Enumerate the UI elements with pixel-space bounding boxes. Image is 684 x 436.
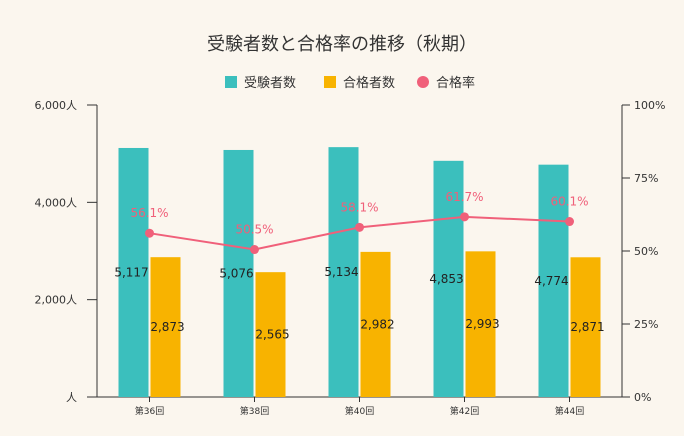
legend-label-2: 合格率: [436, 75, 475, 91]
bar-value-label: 4,774: [534, 274, 568, 288]
bar-applicants: [538, 164, 569, 397]
x-tick-label: 第44回: [555, 405, 584, 417]
bar-value-label: 2,565: [255, 328, 289, 342]
rate-value-label: 61.7%: [445, 190, 483, 204]
axes: 人 2,000人 4,000人 6,000人 0% 25% 50% 75% 100% 第36回 第3…: [35, 99, 666, 417]
rate-point: [355, 222, 364, 232]
legend-swatch-1: [324, 76, 336, 88]
legend-marker-2: [417, 76, 429, 88]
rate-point: [460, 212, 469, 222]
bar-passers: [360, 251, 391, 397]
y-right-tick-label: 0%: [634, 391, 651, 404]
x-tick-label: 第42回: [450, 405, 479, 417]
bars: [118, 147, 601, 397]
rate-point: [250, 245, 259, 255]
rate-value-label: 50.5%: [235, 223, 273, 237]
bar-value-label: 4,853: [429, 272, 463, 286]
bar-value-label: 2,982: [360, 317, 394, 331]
rate-line: [149, 215, 570, 251]
bar-value-label: 2,993: [465, 317, 499, 331]
bar-passers: [570, 257, 601, 397]
x-tick-label: 第40回: [345, 405, 374, 417]
x-tick-label: 第36回: [135, 405, 164, 417]
bar-value-label: 2,871: [570, 320, 604, 334]
bar-applicants: [433, 160, 464, 397]
bar-value-label: 2,873: [150, 320, 184, 334]
rate-point: [145, 228, 154, 238]
chart-title: 受験者数と合格率の推移（秋期）: [207, 34, 477, 55]
y-left-tick-label: 2,000人: [35, 294, 78, 307]
bar-passers: [255, 272, 286, 397]
bar-applicants: [118, 147, 149, 397]
legend-swatch-0: [225, 76, 237, 88]
rate-value-label: 60.1%: [550, 195, 588, 209]
rate-value-label: 58.1%: [340, 200, 378, 214]
bar-value-label: 5,117: [114, 265, 148, 279]
y-right-tick-label: 75%: [634, 172, 658, 185]
y-right-tick-label: 50%: [634, 245, 658, 258]
bar-passers: [150, 257, 181, 397]
bar-value-label: 5,134: [324, 265, 358, 279]
y-left-tick-label: 4,000人: [35, 196, 78, 209]
y-left-tick-label: 人: [66, 391, 77, 404]
legend-label-0: 受験者数: [244, 76, 296, 91]
bar-applicants: [328, 147, 359, 397]
rate-value-label: 56.1%: [130, 206, 168, 220]
x-tick-label: 第38回: [240, 405, 269, 417]
y-right-tick-label: 100%: [634, 99, 665, 112]
rate-point: [565, 217, 574, 227]
bar-applicants: [223, 149, 254, 397]
bar-value-label: 5,076: [219, 266, 253, 280]
y-right-tick-label: 25%: [634, 318, 658, 331]
data-labels: 5,117 5,076 5,134 4,853 4,774 2,873 2,565 2,982…: [114, 190, 604, 342]
legend-label-1: 合格者数: [343, 75, 395, 91]
rate-line-group: [145, 212, 574, 255]
y-left-tick-label: 6,000人: [35, 99, 78, 112]
bar-passers: [465, 251, 496, 397]
legend: 受験者数 合格者数 合格率: [225, 75, 475, 91]
